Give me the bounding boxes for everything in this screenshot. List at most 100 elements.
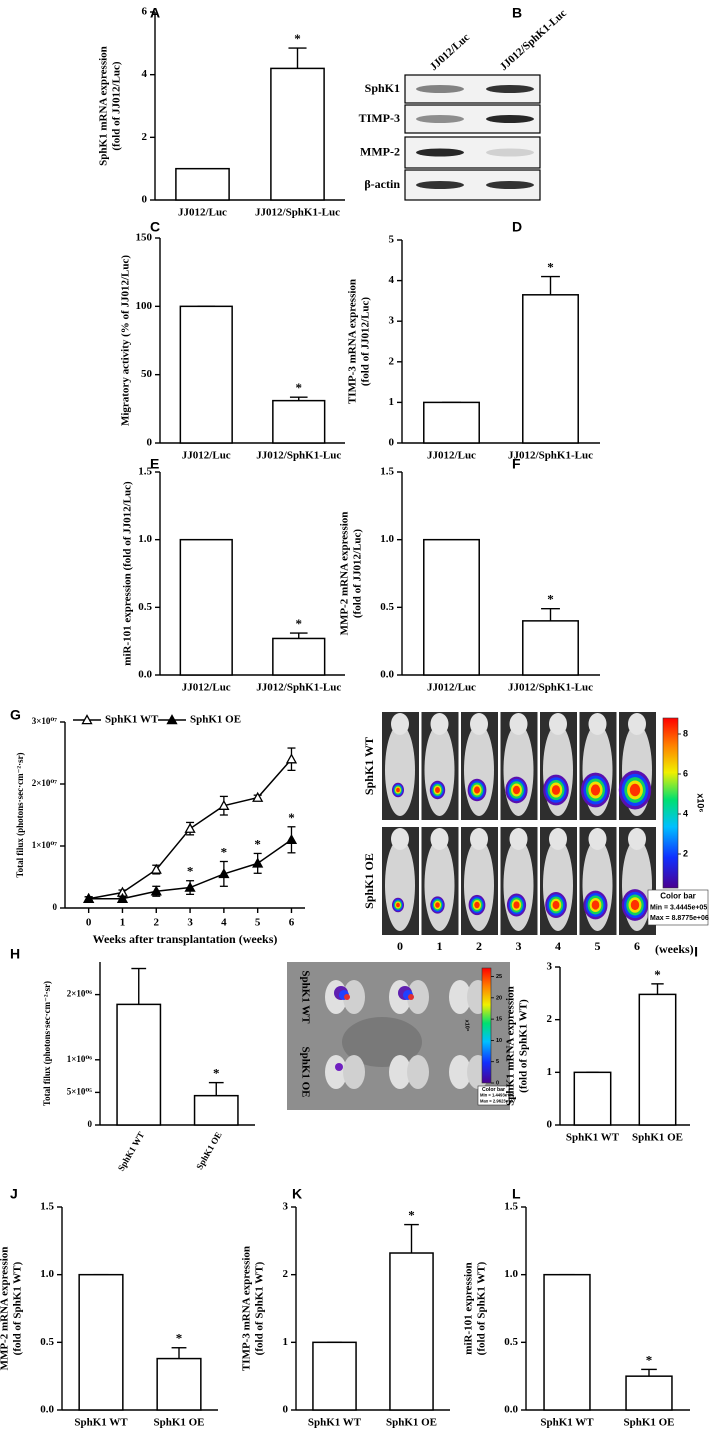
significance-mark: *: [547, 592, 554, 607]
legend-marker: [81, 714, 93, 725]
bar: [312, 1341, 357, 1411]
y-tick-label: 2: [547, 1013, 553, 1025]
signal: [552, 900, 560, 910]
colorbar-tick-label: 20: [496, 995, 502, 1001]
y-tick-label: 1.0: [380, 533, 394, 545]
bar: [156, 1357, 202, 1411]
y-tick-label: 3: [283, 1201, 289, 1213]
y-tick-label: 0.0: [40, 1404, 54, 1416]
signal: [630, 899, 640, 911]
x-tick-label: SphK1 WT: [116, 1130, 146, 1173]
y-tick-label: 0.5: [138, 601, 152, 613]
y-tick-label: 1.5: [40, 1201, 54, 1213]
bar: [116, 1003, 162, 1126]
mouse-head: [588, 713, 607, 735]
y-axis-label: (fold of SphK1 WT): [254, 1261, 266, 1355]
x-tick-label: JJ012/SphK1-Luc: [255, 207, 340, 219]
signal: [474, 901, 480, 909]
bar: [389, 1252, 434, 1411]
y-tick-label: 0.0: [380, 669, 394, 681]
lung: [449, 980, 471, 1014]
y-tick-label: 0: [88, 1119, 93, 1129]
significance-mark: *: [296, 616, 303, 631]
x-tick-label: 5: [255, 917, 261, 929]
blot-row-label: TIMP-3: [359, 111, 400, 125]
mouse-head: [470, 713, 488, 735]
colorbar: [662, 717, 679, 889]
mouse-head: [549, 828, 567, 850]
y-tick-label: 4: [142, 68, 148, 80]
y-tick-label: 1×10⁰⁷: [32, 840, 58, 850]
y-tick-label: 1.5: [380, 466, 394, 478]
panel-letter: J: [10, 1186, 18, 1202]
colorbar-min: Min = 1.4493e+05: [480, 1093, 515, 1098]
blot-band: [486, 115, 534, 123]
x-tick-label: 6: [289, 917, 295, 929]
blot-band: [416, 85, 464, 93]
y-axis-label: (fold of JJ012/Luc): [360, 297, 372, 387]
timepoint-label: 0: [397, 939, 403, 953]
y-axis-label: Migratory activity (% of JJ012/Luc): [120, 255, 132, 426]
blot-band: [416, 115, 464, 123]
y-axis-label: (fold of JJ012/Luc): [111, 61, 123, 151]
mouse-head: [509, 713, 528, 735]
y-tick-label: 0.5: [40, 1336, 54, 1348]
mouse: [503, 839, 534, 931]
mouse: [424, 724, 455, 816]
signal: [435, 902, 440, 908]
bar: [179, 538, 233, 676]
blot-row-label: β-actin: [364, 177, 400, 191]
smudge: [342, 1017, 422, 1067]
marker: [184, 822, 196, 833]
bar: [175, 167, 230, 201]
bar: [272, 399, 326, 444]
lung: [449, 1055, 471, 1089]
y-axis-label: SphK1 mRNA expression: [98, 46, 110, 166]
colorbar-min: Min = 3.4445e+05: [650, 904, 707, 911]
lane-label: JJ012/SphK1-Luc: [498, 7, 569, 73]
colorbar-tick-label: 2: [683, 848, 688, 858]
marker: [218, 799, 230, 810]
x-tick-label: JJ012/SphK1-Luc: [508, 682, 593, 694]
x-tick-label: 3: [187, 917, 193, 929]
y-tick-label: 2: [389, 355, 395, 367]
row-label: SphK1 OE: [299, 1046, 311, 1097]
legend-label: SphK1 WT: [105, 714, 159, 726]
x-tick-label: 0: [86, 917, 92, 929]
marker: [83, 892, 95, 903]
y-axis-label: (fold of SphK1 WT): [12, 1261, 24, 1355]
y-axis-label: Total filux (photons·sec·cm⁻²·sr): [15, 752, 25, 877]
bar: [522, 294, 579, 444]
significance-mark: *: [254, 836, 261, 851]
y-axis-label: (fold of JJ012/Luc): [352, 529, 364, 619]
lung: [407, 1055, 429, 1089]
panel-letter: F: [512, 456, 521, 472]
y-tick-label: 2: [283, 1268, 289, 1280]
y-tick-label: 1.5: [504, 1201, 518, 1213]
colorbar-tick-label: 0: [496, 1080, 499, 1086]
y-tick-label: 1.0: [138, 533, 152, 545]
mouse-head: [430, 828, 449, 850]
timepoint-label: 3: [516, 939, 522, 953]
bar: [179, 305, 233, 444]
colorbar-unit: x10⁶: [696, 793, 706, 812]
legend-marker: [166, 714, 178, 725]
x-tick-label: SphK1 WT: [74, 1417, 128, 1429]
y-tick-label: 1.0: [40, 1268, 54, 1280]
y-tick-label: 2×10⁰⁶: [67, 989, 93, 999]
x-tick-label: 2: [154, 917, 160, 929]
bar: [573, 1071, 612, 1126]
colorbar-tick-label: 8: [683, 728, 688, 738]
y-tick-label: 0.5: [380, 601, 394, 613]
marker: [285, 833, 298, 845]
y-tick-label: 6: [142, 6, 148, 18]
mouse-head: [430, 713, 449, 735]
bar: [543, 1273, 591, 1411]
y-tick-label: 3×10⁰⁷: [32, 716, 58, 726]
timepoint-label: 1: [437, 939, 443, 953]
marker: [252, 857, 264, 868]
timepoint-label: 6: [634, 939, 640, 953]
x-axis-label: Weeks after transplantation (weeks): [93, 932, 278, 946]
mouse-head: [391, 828, 409, 850]
